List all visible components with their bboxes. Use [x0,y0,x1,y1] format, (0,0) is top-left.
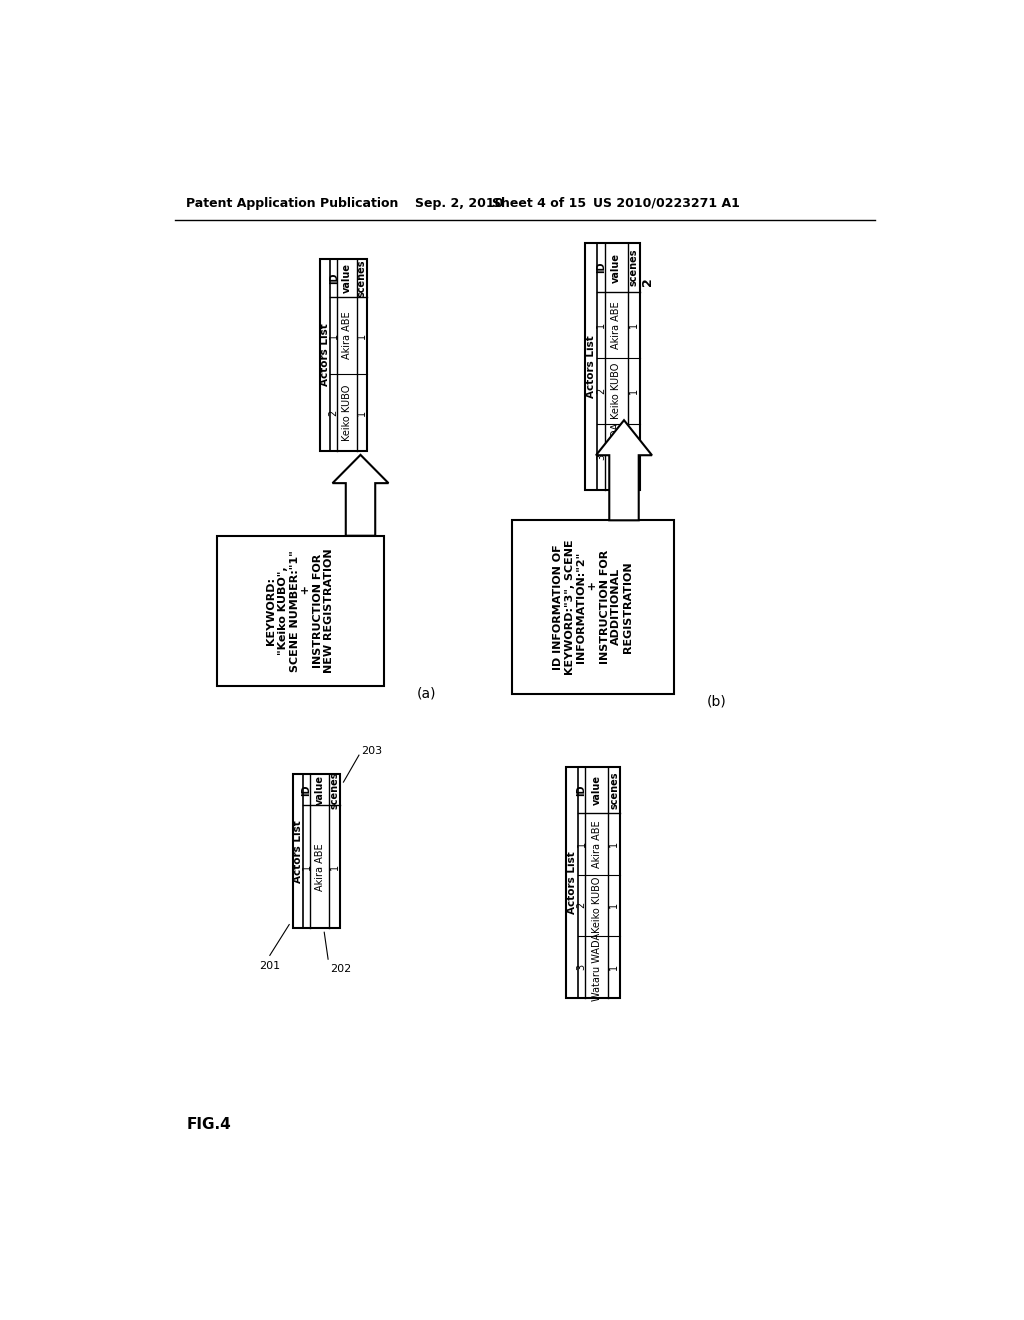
Text: 3: 3 [596,454,606,459]
Bar [217,536,384,686]
Text: value: value [342,263,352,293]
Text: ID: ID [596,261,606,273]
Bar [586,243,640,490]
Text: Actors List: Actors List [586,335,596,397]
Text: Actors List: Actors List [567,851,577,913]
Text: value: value [611,252,622,282]
Bar [321,259,367,451]
Text: ID: ID [302,784,311,796]
Text: 1: 1 [577,841,587,846]
Text: Wataru WADA: Wataru WADA [592,933,602,1001]
Text: 2: 2 [641,277,653,286]
Bar [293,775,340,928]
Text: scenes: scenes [629,249,639,286]
Text: Keiko KUBO: Keiko KUBO [592,876,602,933]
Bar [566,767,621,998]
Text: 1: 1 [629,322,639,329]
Text: 1: 1 [356,333,367,338]
Text: scenes: scenes [609,771,620,809]
Text: 1: 1 [609,964,620,970]
Text: FIG.4: FIG.4 [186,1117,230,1133]
Polygon shape [333,455,388,536]
Text: 203: 203 [361,746,382,756]
Text: Akira ABE: Akira ABE [314,843,325,891]
Text: Wataru WADA: Wataru WADA [611,422,622,491]
Text: KEYWORD:
"Keiko KUBO",
SCENE NUMBER:"1"
           +
INSTRUCTION FOR
NEW REGISTR: KEYWORD: "Keiko KUBO", SCENE NUMBER:"1" … [266,549,335,673]
Text: 1: 1 [356,409,367,416]
Text: Sep. 2, 2010: Sep. 2, 2010 [415,197,503,210]
Text: US 2010/0223271 A1: US 2010/0223271 A1 [593,197,740,210]
Text: value: value [592,775,602,805]
Text: Akira ABE: Akira ABE [592,820,602,867]
Text: (a): (a) [417,686,436,701]
Text: ID INFORMATION OF
KEYWORD:"3", SCENE
INFORMATION:"2"
           +
INSTRUCTION FO: ID INFORMATION OF KEYWORD:"3", SCENE INF… [553,539,633,675]
Text: Akira ABE: Akira ABE [611,301,622,348]
Text: 1: 1 [609,841,620,846]
Text: 1.: 1. [629,451,639,461]
Text: Keiko KUBO: Keiko KUBO [611,363,622,420]
Text: Actors List: Actors List [293,820,303,883]
Text: Akira ABE: Akira ABE [342,312,352,359]
Text: scenes: scenes [330,771,340,809]
Text: Sheet 4 of 15: Sheet 4 of 15 [493,197,587,210]
Text: 201: 201 [259,961,281,970]
Text: value: value [314,775,325,805]
Text: 1: 1 [302,863,311,870]
Text: 1: 1 [330,863,340,870]
Text: 3: 3 [577,964,587,970]
Text: 2: 2 [577,902,587,908]
Polygon shape [596,420,652,520]
Text: Patent Application Publication: Patent Application Publication [186,197,398,210]
Text: scenes: scenes [356,259,367,297]
Text: ID: ID [577,784,587,796]
Text: (b): (b) [708,694,727,709]
Text: 2: 2 [329,409,339,416]
Text: ID: ID [329,272,339,284]
Text: 1: 1 [329,333,339,338]
Text: 1: 1 [596,322,606,329]
Text: 1: 1 [629,388,639,393]
Bar [512,520,675,693]
Text: 202: 202 [331,964,351,974]
Text: Actors List: Actors List [321,323,331,387]
Text: 1: 1 [609,903,620,908]
Text: 2: 2 [596,388,606,395]
Text: Keiko KUBO: Keiko KUBO [342,384,352,441]
